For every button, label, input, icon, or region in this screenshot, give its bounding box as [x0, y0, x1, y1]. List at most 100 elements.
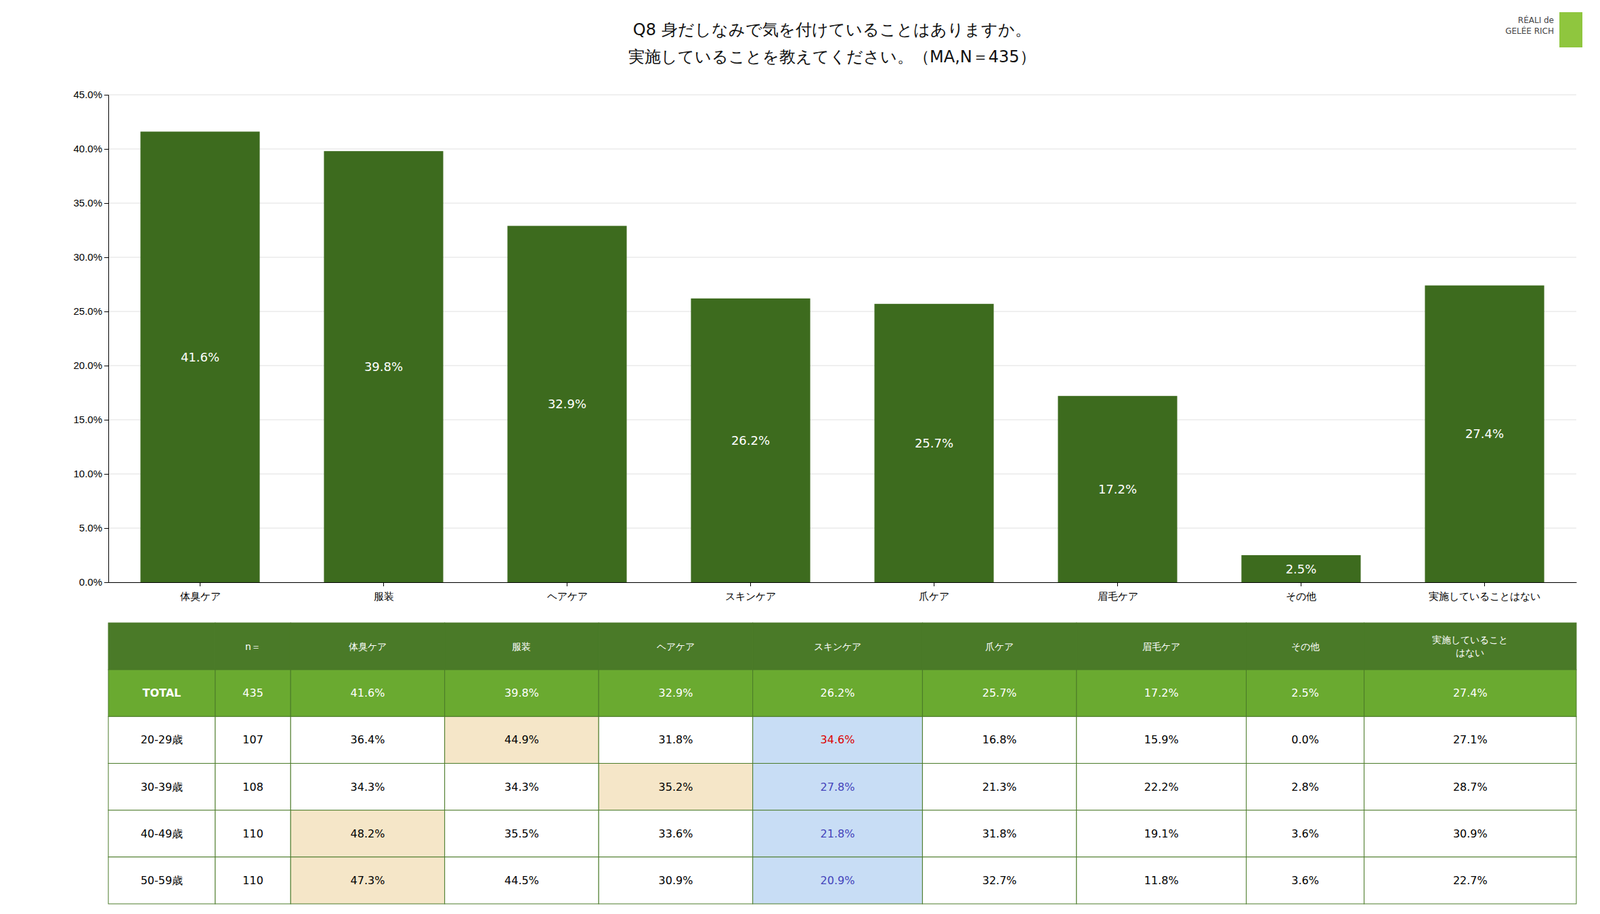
table-cell: [1246, 857, 1365, 904]
table-text-line: 34.6%: [820, 733, 856, 747]
y-tick: 0.0%: [79, 576, 109, 588]
grid-line: [108, 94, 1577, 96]
table-text-line: 39.8%: [504, 686, 539, 700]
table-text: 40-49歳: [140, 827, 184, 841]
table-text: 435: [242, 686, 264, 700]
y-tick-mark: [104, 365, 109, 367]
table-text-line: 41.6%: [350, 686, 386, 700]
table-cell: [1246, 716, 1365, 764]
table-cell: [598, 622, 753, 670]
table-cell: [290, 669, 445, 717]
table-text: ヘアケア: [656, 641, 695, 653]
table-text-line: 31.8%: [658, 733, 694, 747]
x-tick-label: 爪ケア: [918, 590, 950, 602]
table-text: TOTAL: [142, 686, 182, 700]
table-text-line: 3.6%: [1291, 827, 1320, 841]
subtitle: 実施していることを教えてください。（MA,N＝435）: [628, 47, 1036, 67]
y-tick: 5.0%: [79, 522, 109, 534]
grid: [108, 94, 1577, 583]
x-tick-label: その他: [1285, 590, 1317, 602]
table: n＝体臭ケア服装ヘアケアスキンケア爪ケア眉毛ケアその他実施していることはないTO…: [108, 622, 1577, 904]
y-tick-mark: [104, 311, 109, 313]
table-text-line: 15.9%: [1144, 733, 1179, 747]
table-cell: [215, 716, 291, 764]
table-text: 44.5%: [504, 874, 539, 888]
table-text-line: 44.9%: [504, 733, 539, 747]
table-text: 110: [242, 827, 264, 841]
data-label: 17.2%: [1098, 482, 1137, 497]
bar: [1241, 555, 1361, 583]
table-text-line: TOTAL: [142, 686, 182, 700]
x-tick-mark: [1117, 582, 1118, 587]
table-text-line: 28.7%: [1453, 780, 1488, 794]
table-text-line: 36.4%: [350, 733, 386, 747]
y-tick-mark: [104, 582, 109, 583]
table-text-line: はない: [1455, 647, 1485, 659]
table-cell: [290, 810, 445, 858]
x-tick-label: 実施していることはない: [1428, 590, 1541, 602]
table-cell: [922, 622, 1076, 670]
table-text: 眉毛ケア: [1142, 641, 1181, 653]
table-text-line: 44.5%: [504, 874, 539, 888]
table-cell: [1364, 857, 1577, 904]
table-cell: [290, 622, 445, 670]
table-text-line: 17.2%: [1144, 686, 1179, 700]
table-text-line: 2.8%: [1291, 780, 1320, 794]
y-tick: 15.0%: [73, 413, 109, 426]
table-cell: [444, 857, 599, 904]
table-text-line: n＝: [245, 641, 261, 653]
table-text-line: 3.6%: [1291, 874, 1320, 888]
y-axis-line: [104, 95, 110, 583]
table-text-line: 20.9%: [820, 874, 856, 888]
table-text: 110: [242, 874, 264, 888]
table-cell: [108, 857, 216, 904]
table-text: 39.8%: [504, 686, 539, 700]
table-text-line: 110: [242, 874, 264, 888]
table-text: 34.3%: [504, 780, 539, 794]
table-cell: [108, 622, 216, 670]
table-text-line: 107: [242, 733, 264, 747]
x-tick-mark: [750, 582, 751, 587]
table-cell: [1364, 669, 1577, 717]
y-tick: 10.0%: [73, 467, 109, 480]
table-text-line: 19.1%: [1144, 827, 1179, 841]
table-text-line: ヘアケア: [656, 641, 695, 653]
y-tick-mark: [104, 203, 109, 204]
x-tick-label: 服装: [373, 590, 395, 602]
x-tick-mark: [1300, 582, 1302, 587]
table-text-line: 体臭ケア: [348, 641, 387, 653]
table-cell: [752, 716, 923, 764]
table-text: n＝: [245, 641, 261, 653]
y-tick-mark: [104, 94, 109, 96]
x-tick: 実施していることはない: [1428, 582, 1541, 602]
table-text-line: 16.8%: [982, 733, 1018, 747]
table-text-line: 服装: [511, 641, 531, 653]
table-text-line: 34.3%: [350, 780, 386, 794]
table-text: 2.8%: [1291, 780, 1320, 794]
table-cell: [752, 857, 923, 904]
bar: [323, 150, 443, 583]
table-text-line: 22.2%: [1144, 780, 1179, 794]
table-text-line: 40-49歳: [140, 827, 184, 841]
table-text: 3.6%: [1291, 874, 1320, 888]
bar: [507, 226, 627, 583]
y-tick-label: 15.0%: [73, 413, 103, 426]
x-tick-mark: [1484, 582, 1485, 587]
table-text-line: 108: [242, 780, 264, 794]
y-tick: 20.0%: [73, 359, 109, 372]
table-cell: [1076, 810, 1247, 858]
x-tick: その他: [1285, 582, 1317, 602]
table-text: 27.1%: [1453, 733, 1488, 747]
table-cell: [108, 810, 216, 858]
table-text: 20.9%: [820, 874, 856, 888]
table-text-line: 110: [242, 827, 264, 841]
table-text: 21.8%: [820, 827, 856, 841]
table-cell: [215, 857, 291, 904]
table-cell: [290, 857, 445, 904]
table-cell: [1246, 763, 1365, 811]
bar: [1424, 285, 1544, 583]
data-label: 26.2%: [731, 433, 770, 448]
table-text: 30-39歳: [140, 780, 184, 794]
table-text: 3.6%: [1291, 827, 1320, 841]
table-cell: [290, 716, 445, 764]
